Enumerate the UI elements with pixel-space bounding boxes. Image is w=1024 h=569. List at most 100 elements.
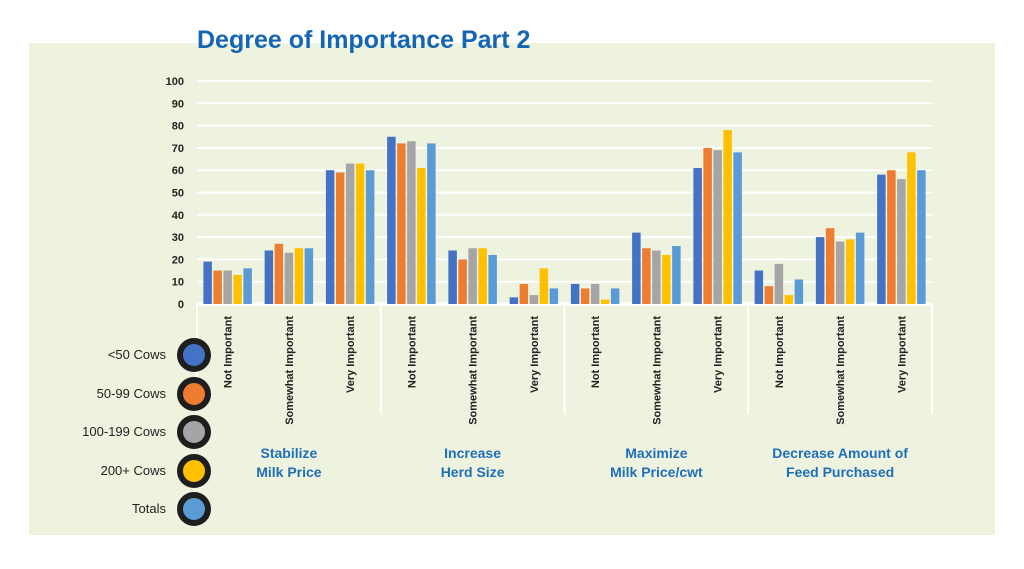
x-tick-label: Very Important (345, 316, 357, 393)
y-tick-label: 50 (172, 188, 184, 200)
bar (355, 163, 365, 304)
bar (774, 263, 784, 304)
x-tick-label: Somewhat Important (468, 316, 480, 425)
bar (325, 170, 335, 304)
x-tick-label: Somewhat Important (284, 316, 296, 425)
bar (570, 283, 580, 304)
bar (610, 288, 620, 304)
x-tick-label: Not Important (774, 316, 786, 388)
bar (784, 295, 794, 304)
chart-title: Degree of Importance Part 2 (197, 26, 531, 54)
bar (387, 136, 396, 304)
x-axis-ticks: Not Important Somewhat Important Very Impo… (223, 316, 909, 425)
bar (703, 147, 712, 304)
bar (835, 241, 845, 304)
bar (877, 174, 886, 304)
legend-label: 100-199 Cows (82, 424, 166, 439)
legend-label: <50 Cows (107, 347, 166, 362)
bar (213, 270, 222, 304)
group-label: Stabilize (261, 445, 318, 461)
group-label: Milk Price/cwt (610, 464, 703, 480)
bar (693, 167, 702, 304)
group-label: Milk Price (256, 464, 322, 480)
x-tick-label: Very Important (529, 316, 541, 393)
bar (590, 283, 600, 304)
bar (662, 254, 671, 304)
bar (897, 179, 906, 304)
legend-swatch (177, 492, 211, 526)
bar (815, 237, 825, 304)
y-tick-label: 30 (172, 232, 184, 244)
bar (284, 252, 294, 304)
bar (294, 248, 304, 304)
bar (652, 250, 661, 304)
bar (427, 143, 436, 304)
y-tick-label: 10 (172, 277, 184, 289)
bar (274, 243, 284, 304)
group-label: Herd Size (441, 464, 505, 480)
bar (417, 167, 426, 304)
bar (764, 286, 774, 304)
bar (397, 143, 406, 304)
group-label: Feed Purchased (786, 464, 894, 480)
group-labels: Stabilize Milk Price Increase Herd Size Maxi… (256, 445, 908, 480)
bar (509, 297, 519, 304)
x-tick-label: Very Important (713, 316, 725, 393)
bar (223, 270, 232, 304)
legend-label: 50-99 Cows (96, 385, 166, 401)
bar (887, 170, 896, 304)
bar (539, 268, 549, 304)
bar (723, 130, 732, 304)
bar (468, 248, 477, 304)
x-tick-label: Not Important (590, 316, 602, 388)
bar (580, 288, 590, 304)
bar (335, 172, 345, 304)
bar (203, 261, 212, 304)
legend-swatch (177, 415, 211, 449)
bar (529, 295, 539, 304)
bar (345, 163, 355, 304)
group-label: Decrease Amount of (772, 445, 908, 461)
y-tick-label: 20 (172, 254, 184, 266)
bar (733, 152, 742, 304)
bar (754, 270, 764, 304)
bar (243, 268, 252, 304)
x-tick-label: Not Important (223, 316, 235, 388)
bars (203, 130, 926, 304)
legend-swatch (177, 338, 211, 372)
x-tick-label: Very Important (896, 316, 908, 393)
legend-label: 200+ Cows (100, 462, 166, 478)
x-tick-label: Somewhat Important (835, 316, 847, 425)
bar (855, 232, 865, 304)
bar (632, 232, 641, 304)
group-separators (196, 304, 933, 414)
bar (845, 239, 855, 304)
y-tick-label: 90 (172, 98, 184, 110)
legend-swatch (177, 453, 211, 488)
y-axis-ticks: 0 10 20 30 40 50 60 70 80 90 100 (166, 76, 184, 311)
x-tick-label: Somewhat Important (651, 316, 663, 425)
bar (672, 246, 681, 304)
y-tick-label: 40 (172, 210, 184, 222)
group-label: Maximize (625, 445, 687, 461)
bar (549, 288, 559, 304)
y-tick-label: 80 (172, 121, 184, 133)
bar (304, 248, 314, 304)
legend-swatch (177, 376, 211, 411)
bar (713, 150, 722, 304)
x-tick-label: Not Important (406, 316, 418, 388)
bar (458, 259, 467, 304)
legend-label: Totals (132, 501, 166, 516)
bar (642, 248, 651, 304)
bar (448, 250, 457, 304)
bar (407, 141, 416, 304)
bar (600, 299, 610, 304)
bar (825, 228, 835, 304)
y-tick-label: 70 (172, 143, 184, 155)
bar (794, 279, 804, 304)
bar (365, 170, 375, 304)
y-tick-label: 60 (172, 165, 184, 177)
bar (519, 283, 529, 304)
y-tick-label: 100 (166, 76, 184, 88)
bar (917, 170, 926, 304)
